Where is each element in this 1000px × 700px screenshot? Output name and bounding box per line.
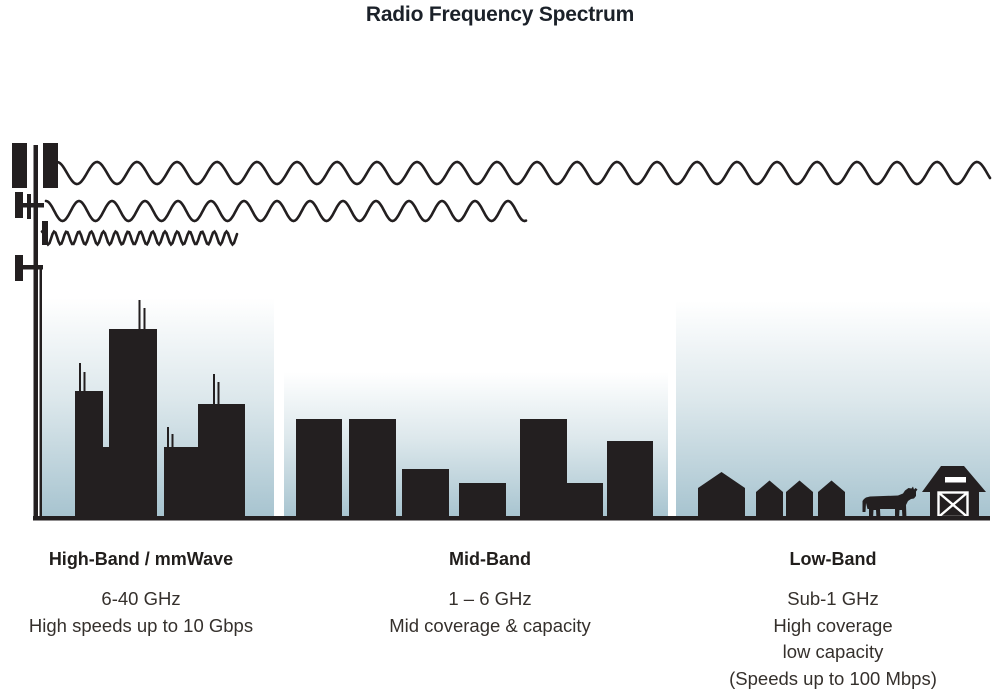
band-title-high: High-Band / mmWave — [48, 549, 234, 569]
page-title: Radio Frequency Spectrum — [365, 3, 635, 26]
house-icon — [818, 480, 845, 519]
cell-tower-icon — [12, 143, 58, 516]
radio-wave-low-band — [55, 160, 992, 186]
city-skyline-icon — [75, 300, 245, 519]
band-detail-line: High coverage — [773, 614, 893, 636]
barn-window — [945, 477, 966, 483]
radio-wave-high-band — [40, 229, 239, 247]
building — [198, 404, 245, 519]
band-title-mid: Mid-Band — [449, 549, 531, 569]
house-icon — [698, 472, 745, 519]
band-detail-line: 6-40 GHz — [101, 588, 181, 609]
building — [164, 447, 198, 519]
band-detail-line: low capacity — [782, 641, 884, 662]
band-detail-line: Sub-1 GHz — [787, 588, 879, 609]
cow-icon — [862, 486, 918, 519]
building — [567, 483, 603, 519]
building — [103, 447, 109, 517]
barn-door — [937, 491, 969, 519]
house-icon — [786, 480, 813, 519]
building — [75, 391, 103, 519]
radio-wave-mid-band — [44, 199, 528, 223]
antenna-panel — [12, 143, 27, 188]
barn-icon — [922, 466, 986, 519]
band-details-mid: 1 – 6 GHz Mid coverage & capacity — [330, 586, 650, 639]
antenna-panel — [43, 143, 58, 188]
band-detail-line: 1 – 6 GHz — [448, 588, 532, 609]
tower-mast — [33, 145, 38, 516]
band-label-low: Low-Band Sub-1 GHz High coverage low capac… — [673, 549, 993, 692]
antenna-panel — [42, 221, 48, 245]
band-detail-line: High speeds up to 10 Gbps — [28, 614, 254, 636]
band-details-low: Sub-1 GHz High coverage low capacity (Speed… — [673, 586, 993, 692]
midrise-buildings-icon — [296, 419, 653, 519]
building — [607, 441, 653, 519]
band-detail-line: Mid coverage & capacity — [389, 614, 591, 636]
antenna-crossarm — [16, 265, 43, 270]
building — [296, 419, 342, 519]
building — [520, 419, 567, 519]
house-icon — [756, 480, 783, 519]
building — [402, 469, 449, 519]
band-label-mid: Mid-Band 1 – 6 GHz Mid coverage & capacit… — [330, 549, 650, 639]
tower-mast-secondary — [39, 268, 42, 516]
radio-waves — [40, 160, 992, 247]
building — [109, 329, 157, 519]
antenna-bracket — [27, 194, 31, 219]
building — [459, 483, 506, 519]
ground-line — [33, 516, 990, 521]
band-detail-line: (Speeds up to 100 Mbps) — [729, 667, 937, 689]
building — [349, 419, 396, 519]
band-title-low: Low-Band — [789, 549, 877, 569]
rural-farm-icon — [698, 466, 986, 519]
band-details-high: 6-40 GHz High speeds up to 10 Gbps — [0, 586, 301, 639]
band-label-high: High-Band / mmWave 6-40 GHz High speeds u… — [0, 549, 301, 639]
